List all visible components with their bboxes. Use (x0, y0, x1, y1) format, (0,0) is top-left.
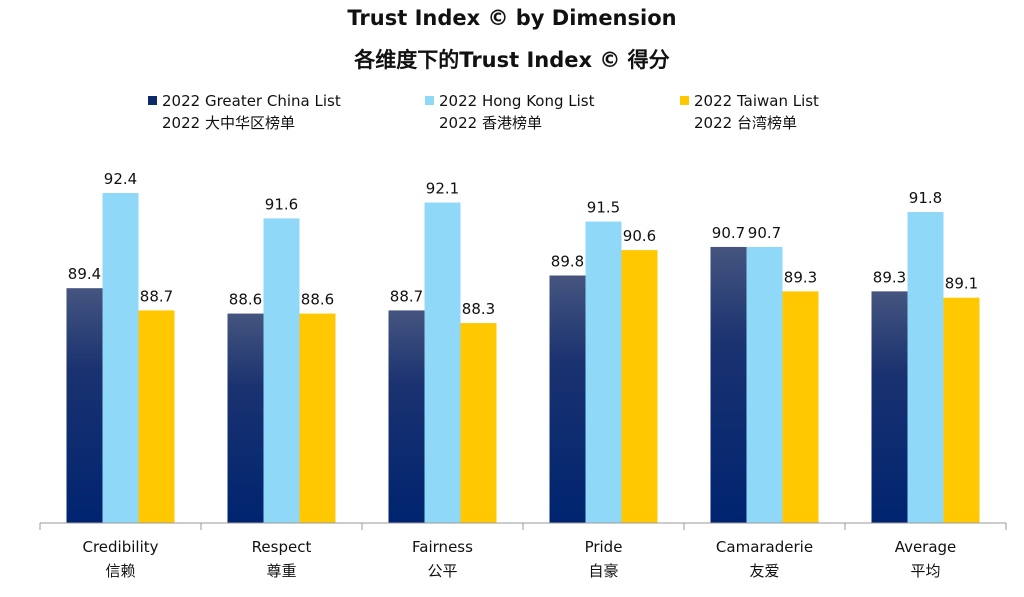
bar-taiwan-respect (299, 313, 336, 523)
data-label: 88.6 (301, 291, 334, 309)
data-label: 90.7 (748, 224, 781, 242)
category-label-fairness: Fairness (412, 538, 473, 556)
legend-swatch-hong-kong (425, 96, 434, 105)
data-label: 89.4 (68, 265, 101, 283)
bar-hong-kong-respect (263, 218, 300, 523)
category-label-pride: Pride (585, 538, 623, 556)
data-label: 88.7 (140, 287, 173, 305)
data-label: 92.1 (426, 180, 459, 198)
chart-title: Trust Index © by Dimension (347, 6, 677, 30)
bar-hong-kong-average (907, 212, 944, 524)
data-label: 89.1 (945, 275, 978, 293)
data-label: 88.7 (390, 287, 423, 305)
bar-greater-china-respect (227, 313, 264, 523)
legend-swatch-greater-china (148, 96, 157, 105)
data-label: 92.4 (104, 170, 137, 188)
category-label-zh-credibility: 信赖 (105, 562, 135, 580)
legend-label-greater-china-zh: 2022 大中华区榜单 (162, 114, 295, 132)
bar-greater-china-credibility (66, 288, 103, 523)
bar-taiwan-fairness (460, 323, 497, 523)
category-label-camaraderie: Camaraderie (716, 538, 813, 556)
bar-taiwan-camaraderie (782, 291, 819, 523)
data-label: 88.6 (229, 291, 262, 309)
legend-label-hong-kong: 2022 Hong Kong List (439, 92, 595, 110)
bar-hong-kong-credibility (102, 193, 139, 523)
bar-greater-china-fairness (388, 310, 425, 523)
bar-taiwan-average (943, 297, 980, 523)
data-label: 89.8 (551, 253, 584, 271)
data-label: 90.7 (712, 224, 745, 242)
data-label: 88.3 (462, 300, 495, 318)
legend-label-taiwan-zh: 2022 台湾榜单 (694, 114, 797, 132)
category-label-respect: Respect (252, 538, 312, 556)
bar-greater-china-camaraderie (710, 246, 747, 523)
data-label: 91.5 (587, 199, 620, 217)
data-label: 89.3 (784, 268, 817, 286)
bar-greater-china-average (871, 291, 908, 523)
bar-taiwan-credibility (138, 310, 175, 523)
legend-swatch-taiwan (680, 96, 689, 105)
legend-label-taiwan: 2022 Taiwan List (694, 92, 819, 110)
category-label-zh-fairness: 公平 (427, 562, 457, 580)
bar-greater-china-pride (549, 275, 586, 523)
data-label: 91.6 (265, 195, 298, 213)
bar-hong-kong-fairness (424, 202, 461, 523)
category-label-credibility: Credibility (82, 538, 158, 556)
legend-label-greater-china: 2022 Greater China List (162, 92, 341, 110)
data-label: 89.3 (873, 268, 906, 286)
bar-hong-kong-camaraderie (746, 246, 783, 523)
bar-hong-kong-pride (585, 221, 622, 524)
category-label-zh-pride: 自豪 (588, 562, 618, 580)
category-label-zh-respect: 尊重 (266, 562, 296, 580)
category-label-zh-average: 平均 (910, 562, 940, 580)
bar-taiwan-pride (621, 250, 658, 523)
legend-label-hong-kong-zh: 2022 香港榜单 (439, 114, 542, 132)
data-label: 91.8 (909, 189, 942, 207)
category-label-average: Average (895, 538, 957, 556)
category-label-zh-camaraderie: 友爱 (749, 562, 779, 580)
data-label: 90.6 (623, 227, 656, 245)
chart-subtitle: 各维度下的Trust Index © 得分 (354, 48, 670, 72)
